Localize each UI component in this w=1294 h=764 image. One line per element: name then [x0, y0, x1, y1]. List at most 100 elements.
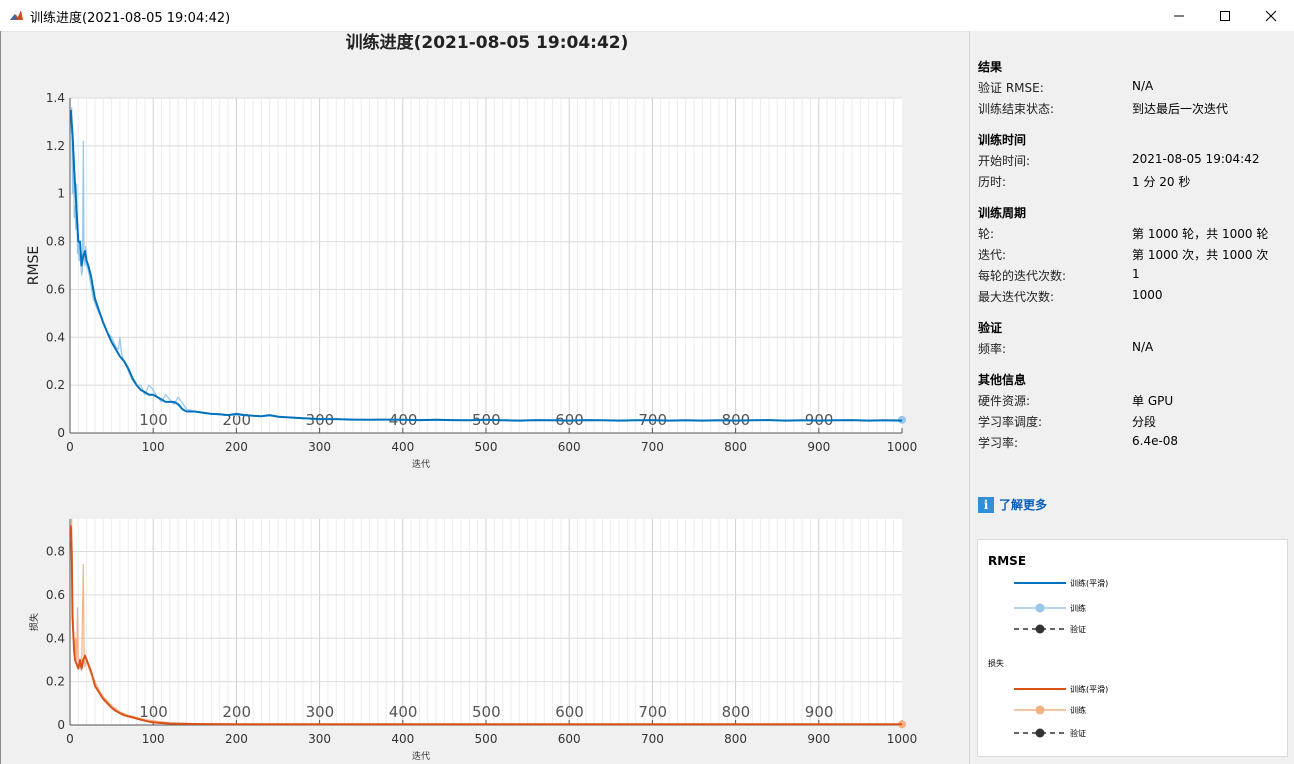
x-tick-label: 400 — [391, 732, 414, 746]
legend-marker-icon — [1014, 705, 1066, 715]
x-tick-label: 700 — [641, 440, 664, 454]
legend-label: 训练 — [1070, 603, 1086, 613]
x-tick-label: 400 — [391, 440, 414, 454]
learn-more-link[interactable]: i 了解更多 — [978, 496, 1047, 513]
x-tick-label: 100 — [142, 440, 165, 454]
epoch-label: 900 — [805, 703, 834, 721]
max-iter-label: 最大迭代次数: — [978, 290, 1055, 304]
legend-label: 训练 — [1070, 705, 1086, 715]
legend-rmse-title: RMSE — [988, 554, 1027, 568]
y-tick-label: 0.8 — [46, 545, 65, 559]
iter-value: 第 1000 次，共 1000 次 — [1132, 248, 1269, 262]
y-tick-label: 0.6 — [46, 588, 65, 602]
close-button[interactable] — [1248, 0, 1294, 31]
window-client: 训练进度(2021-08-05 19:04:42) 0 0.2 0.4 0.6 0.8 1… — [0, 31, 1294, 764]
legend-rmse-train: 训练 — [1014, 601, 1086, 615]
legend-loss-title: 损失 — [988, 659, 1004, 668]
legend-box: RMSE 训练(平滑) 训练 验证 损失 训练(平滑) 训练 — [977, 539, 1288, 757]
y-tick-label: 0.2 — [46, 378, 65, 392]
info-icon: i — [978, 496, 994, 513]
legend-rmse-val: 验证 — [1014, 622, 1086, 636]
info-panel: 结果 验证 RMSE: N/A 训练结束状态: 到达最后一次迭代 训练时间 开始… — [969, 31, 1294, 764]
epoch-label: 轮: — [978, 227, 995, 241]
iter-per-epoch-label: 每轮的迭代次数: — [978, 269, 1067, 283]
y-tick-label: 1.4 — [46, 91, 65, 105]
hw-label: 硬件资源: — [978, 394, 1031, 408]
legend-dashed-icon — [1014, 728, 1066, 738]
hw-value: 单 GPU — [1132, 394, 1174, 408]
y-tick-label: 0.4 — [46, 631, 65, 645]
minimize-icon — [1174, 15, 1184, 16]
legend-loss-train: 训练 — [1014, 703, 1086, 717]
legend-loss-val: 验证 — [1014, 726, 1086, 740]
y-tick-label: 0.2 — [46, 675, 65, 689]
x-tick-label: 500 — [475, 732, 498, 746]
epoch-label: 100 — [139, 703, 168, 721]
x-tick-label: 900 — [807, 440, 830, 454]
elapsed-label: 历时: — [978, 175, 1007, 189]
x-tick-label: 900 — [807, 732, 830, 746]
end-state-value: 到达最后一次迭代 — [1132, 102, 1229, 116]
legend-marker-icon — [1014, 603, 1066, 613]
x-tick-label: 300 — [308, 732, 331, 746]
matlab-icon — [9, 8, 24, 23]
y-axis-label: RMSE — [26, 246, 42, 286]
y-tick-label: 1 — [57, 187, 65, 201]
minimize-button[interactable] — [1156, 0, 1202, 31]
legend-rmse-smooth: 训练(平滑) — [1014, 576, 1108, 590]
maximize-button[interactable] — [1202, 0, 1248, 31]
x-axis-label: 迭代 — [412, 458, 430, 470]
lr-label: 学习率: — [978, 436, 1019, 450]
y-axis-label: 损失 — [28, 613, 40, 631]
epoch-label: 700 — [638, 703, 667, 721]
epoch-label: 500 — [472, 703, 501, 721]
freq-value: N/A — [1132, 340, 1154, 354]
max-iter-value: 1000 — [1132, 288, 1163, 302]
legend-label: 训练(平滑) — [1070, 578, 1109, 588]
x-tick-label: 600 — [558, 732, 581, 746]
x-tick-label: 500 — [475, 440, 498, 454]
legend-line-icon — [1014, 688, 1066, 690]
y-tick-label: 0.4 — [46, 330, 65, 344]
window-title: 训练进度(2021-08-05 19:04:42) — [30, 11, 231, 26]
x-tick-label: 200 — [225, 732, 248, 746]
other-title: 其他信息 — [978, 373, 1027, 387]
x-tick-label: 100 — [142, 732, 165, 746]
x-tick-label: 1000 — [887, 440, 918, 454]
legend-label: 训练(平滑) — [1070, 684, 1109, 694]
x-tick-label: 0 — [66, 440, 74, 454]
epoch-label: 100 — [139, 411, 168, 429]
start-label: 开始时间: — [978, 154, 1031, 168]
x-tick-label: 800 — [724, 440, 747, 454]
epoch-label: 300 — [306, 703, 335, 721]
y-tick-label: 0.8 — [46, 235, 65, 249]
time-title: 训练时间 — [978, 133, 1027, 147]
iter-label: 迭代: — [978, 248, 1007, 262]
loss-chart: 0 0.2 0.4 0.6 0.8 100 200 300 400 500 600 700 800 900… — [28, 518, 918, 762]
learn-more-label: 了解更多 — [999, 498, 1048, 512]
epoch-label: 600 — [555, 703, 584, 721]
x-tick-label: 200 — [225, 440, 248, 454]
lr-sched-label: 学习率调度: — [978, 415, 1043, 429]
rmse-chart: 0 0.2 0.4 0.6 0.8 1 1.2 1.4 100 200 300 400 500 600 70… — [26, 91, 917, 470]
end-state-label: 训练结束状态: — [978, 102, 1055, 116]
y-tick-label: 0 — [57, 718, 65, 732]
maximize-icon — [1220, 10, 1230, 21]
epoch-label: 800 — [722, 703, 751, 721]
x-tick-label: 800 — [724, 732, 747, 746]
val-rmse-value: N/A — [1132, 79, 1154, 93]
window-titlebar: 训练进度(2021-08-05 19:04:42) — [0, 0, 1294, 32]
legend-label: 验证 — [1070, 624, 1086, 634]
x-tick-label: 0 — [66, 732, 74, 746]
legend-loss-smooth: 训练(平滑) — [1014, 682, 1108, 696]
results-title: 结果 — [978, 60, 1003, 74]
series-line-smoothed — [69, 109, 903, 422]
close-icon — [1265, 10, 1277, 21]
x-tick-label: 600 — [558, 440, 581, 454]
y-tick-label: 0.6 — [46, 282, 65, 296]
x-tick-label: 700 — [641, 732, 664, 746]
x-tick-label: 300 — [308, 440, 331, 454]
series-line-smoothed — [69, 525, 902, 726]
x-tick-label: 1000 — [887, 732, 918, 746]
figure-title: 训练进度(2021-08-05 19:04:42) — [346, 32, 629, 53]
